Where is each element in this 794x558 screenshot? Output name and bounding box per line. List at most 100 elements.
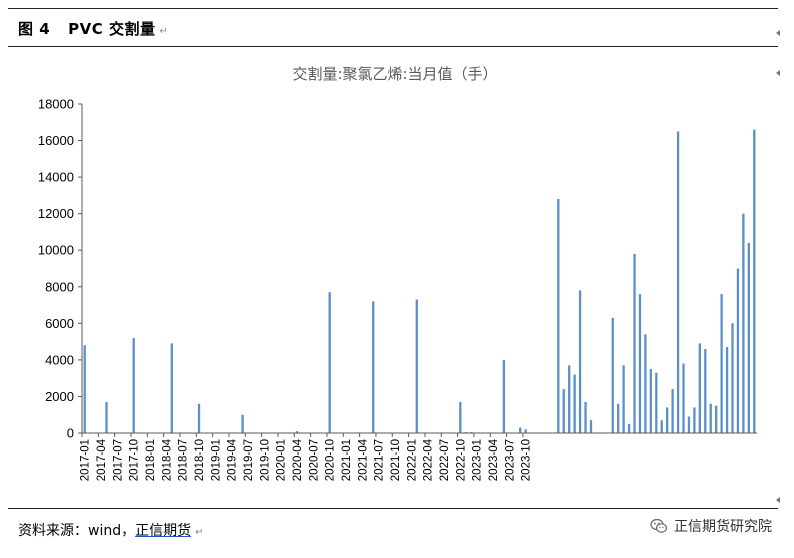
x-tick-label: 2021-04 (357, 438, 369, 481)
bar (622, 365, 625, 433)
bar (747, 242, 750, 433)
table-edge-marker-icon (776, 70, 780, 76)
bar (742, 213, 745, 433)
wechat-icon (650, 518, 668, 533)
table-edge-marker-icon (776, 497, 780, 503)
x-tick-label: 2018-04 (161, 438, 173, 481)
bar (666, 407, 669, 433)
bars (83, 129, 756, 434)
bar (736, 268, 740, 433)
bar (562, 389, 565, 433)
bar (568, 365, 571, 433)
bar (519, 427, 522, 433)
bar (132, 337, 135, 433)
bar (584, 401, 587, 433)
x-tick-label: 2019-10 (259, 439, 271, 481)
x-tick-label: 2019-01 (210, 439, 222, 481)
y-tick-label: 4000 (45, 352, 74, 367)
paragraph-mark-icon: ↵ (195, 527, 204, 538)
bar (611, 317, 614, 433)
bar (589, 420, 593, 433)
chart-title: 交割量:聚氯乙烯:当月值（手） (292, 65, 497, 83)
x-tick-label: 2022-07 (439, 439, 451, 481)
y-axis: 0 2000 4000 6000 8000 10000 12000 14000 16000 180… (38, 97, 83, 441)
x-tick-label: 2022-04 (423, 438, 435, 481)
bar (295, 431, 299, 433)
x-tick-label: 2021-07 (374, 439, 386, 481)
figure-number: 图 4 (18, 20, 51, 38)
y-tick-label: 18000 (38, 97, 74, 112)
bar (715, 405, 718, 433)
x-tick-label: 2021-01 (341, 439, 353, 481)
figure-title: 图 4 PVC 交割量 ↵ (18, 18, 168, 39)
y-tick-label: 2000 (45, 389, 74, 404)
y-tick-label: 14000 (38, 170, 74, 185)
x-tick-label: 2017-04 (96, 438, 108, 481)
x-tick-label: 2023-01 (472, 439, 484, 481)
bar (633, 253, 636, 433)
y-tick-label: 8000 (45, 279, 74, 294)
bar-chart: 交割量:聚氯乙烯:当月值（手） 0 2000 4000 6000 8000 10000 12… (38, 65, 757, 481)
bar (731, 323, 734, 433)
header-bottom-rule (8, 46, 778, 47)
x-tick-label: 2018-07 (178, 439, 190, 481)
bar (557, 199, 560, 433)
bar (372, 301, 375, 433)
bar (671, 389, 674, 433)
x-tick-label: 2017-01 (80, 439, 92, 481)
x-tick-label: 2021-10 (390, 439, 402, 481)
bar (573, 374, 576, 433)
y-tick-label: 16000 (38, 133, 74, 148)
bar (698, 343, 701, 433)
y-tick-label: 0 (67, 426, 74, 441)
bar (753, 129, 756, 433)
bar (170, 343, 173, 433)
x-tick-label: 2017-10 (129, 439, 141, 481)
bar (502, 359, 506, 433)
bar (649, 369, 652, 433)
bar (578, 290, 582, 433)
source-name: 正信期货 (135, 523, 192, 539)
x-tick-label: 2020-07 (308, 439, 320, 481)
bar (415, 299, 418, 433)
brand-text: 正信期货研究院 (674, 519, 772, 535)
brand-watermark: 正信期货研究院 (650, 516, 772, 536)
bar (704, 348, 707, 433)
bar (676, 131, 680, 434)
bar (83, 345, 86, 433)
x-tick-label: 2018-10 (194, 439, 206, 481)
bar (524, 429, 527, 433)
bar (693, 407, 696, 433)
x-tick-label: 2023-04 (488, 438, 500, 481)
x-tick-label: 2019-07 (243, 439, 255, 481)
bar (644, 334, 647, 433)
x-tick-label: 2020-04 (292, 438, 304, 481)
table-edge-marker-icon (776, 30, 780, 36)
x-tick-label: 2022-01 (406, 439, 418, 481)
x-tick-label: 2018-01 (145, 439, 157, 481)
bar (328, 292, 331, 433)
x-tick-label: 2023-10 (521, 439, 533, 481)
bar (105, 401, 108, 433)
x-tick-label: 2020-01 (276, 439, 288, 481)
x-tick-label: 2017-07 (112, 439, 124, 481)
bar (725, 347, 729, 433)
bar (241, 414, 244, 433)
bar (638, 294, 642, 433)
bar (459, 401, 462, 433)
header-top-rule (8, 8, 778, 9)
source-label: 资料来源：wind， (18, 523, 136, 539)
bar (655, 372, 658, 433)
bar (720, 294, 723, 433)
y-tick-label: 12000 (38, 206, 74, 221)
bar (660, 420, 663, 433)
y-tick-label: 10000 (38, 243, 74, 258)
source-note: 资料来源：wind，正信期货 ↵ (18, 520, 204, 540)
paragraph-mark-icon: ↵ (159, 26, 169, 37)
bar (627, 423, 631, 433)
x-tick-label: 2020-10 (325, 439, 337, 481)
x-tick-label: 2022-10 (455, 439, 467, 481)
footer-top-rule (8, 508, 778, 509)
bar (687, 416, 691, 433)
bar (682, 363, 685, 433)
